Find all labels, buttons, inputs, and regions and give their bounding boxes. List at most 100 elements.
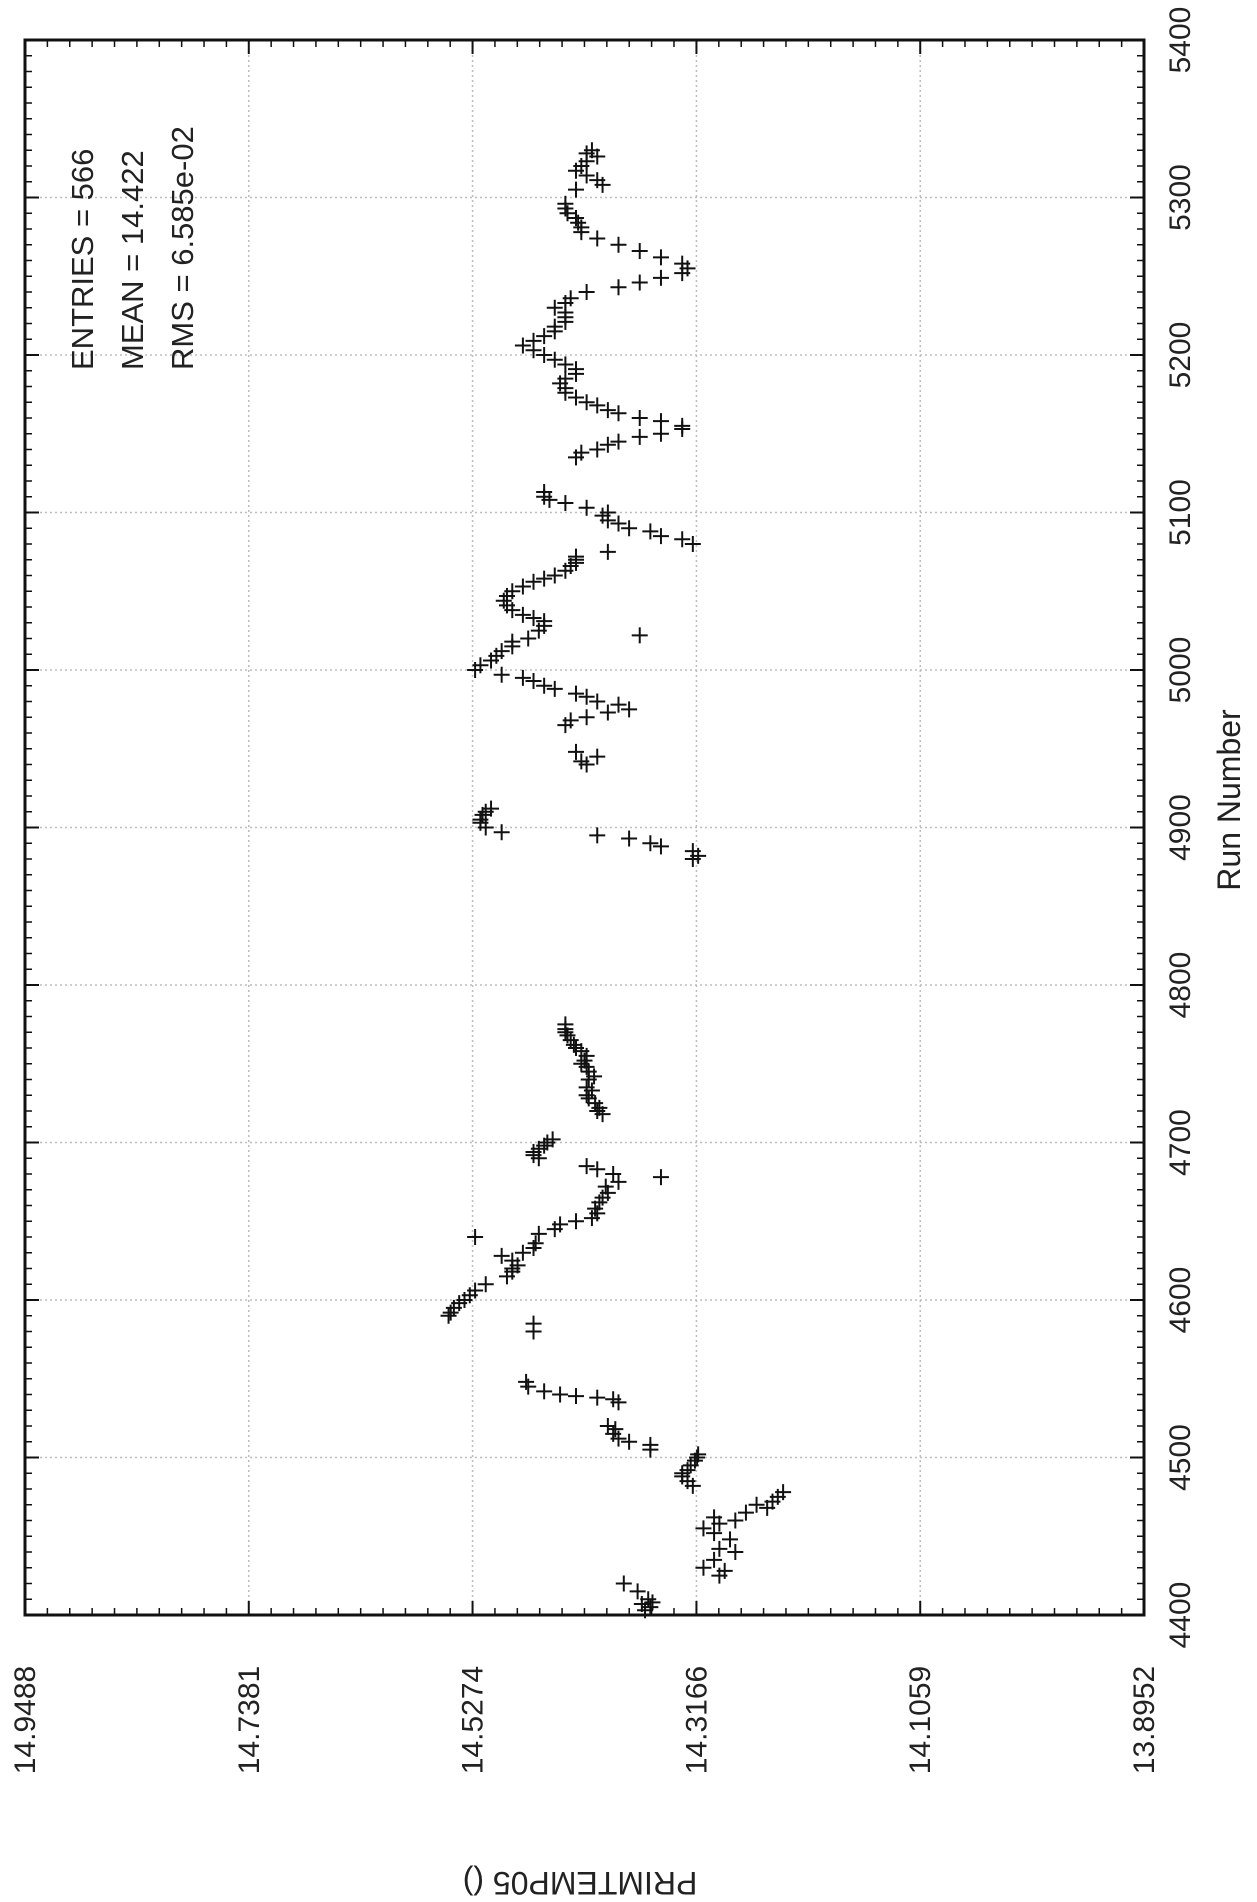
data-point: [557, 495, 574, 512]
data-point: [695, 1520, 712, 1537]
data-point: [578, 688, 595, 705]
x-tick-label: 4400: [1164, 1582, 1197, 1649]
data-point: [652, 249, 669, 266]
data-point: [546, 567, 563, 584]
data-point: [477, 1276, 494, 1293]
data-point: [652, 1169, 669, 1186]
data-point: [621, 701, 638, 718]
grid: [25, 40, 1144, 1615]
data-point: [514, 669, 531, 686]
data-point: [525, 610, 542, 627]
x-tick-label: 5400: [1164, 7, 1197, 74]
data-point: [631, 627, 648, 644]
data-point: [467, 1282, 484, 1299]
data-point: [589, 827, 606, 844]
data-point: [589, 748, 606, 765]
x-tick-label: 5200: [1164, 322, 1197, 389]
data-point: [610, 405, 627, 422]
stats-box: ENTRIES = 566 MEAN = 14.422 RMS = 6.585e…: [65, 126, 200, 370]
data-point: [568, 209, 585, 226]
data-point: [525, 573, 542, 590]
data-point: [536, 1383, 553, 1400]
data-point: [530, 1225, 547, 1242]
data-point: [568, 1213, 585, 1230]
data-point: [599, 402, 616, 419]
data-point: [642, 1436, 659, 1453]
data-point: [578, 709, 595, 726]
data-point: [557, 1016, 574, 1033]
data-point: [652, 269, 669, 286]
data-point: [546, 680, 563, 697]
data-point: [514, 1244, 531, 1261]
data-point: [631, 274, 648, 291]
data-point: [568, 361, 585, 378]
data-point: [599, 543, 616, 560]
data-point: [562, 712, 579, 729]
data-point: [607, 1421, 624, 1438]
x-axis-title: Run Number: [1211, 709, 1247, 891]
data-point: [631, 410, 648, 426]
data-point: [573, 753, 590, 770]
data-point: [690, 1446, 707, 1463]
data-point: [589, 1389, 606, 1406]
data-point: [621, 520, 638, 537]
data-point: [695, 1559, 712, 1576]
data-point: [536, 677, 553, 694]
data-point: [525, 1315, 542, 1332]
data-point: [642, 523, 659, 540]
data-point: [568, 685, 585, 702]
data-point: [599, 1418, 616, 1434]
data-point: [706, 1551, 723, 1568]
data-point: [525, 673, 542, 690]
data-point: [568, 181, 585, 198]
data-point: [589, 1161, 606, 1178]
data-point: [467, 1229, 484, 1245]
data-point: [706, 1525, 723, 1542]
data-point: [493, 1247, 510, 1264]
x-tick-label: 4600: [1164, 1267, 1197, 1334]
data-point: [610, 515, 627, 532]
data-point: [557, 370, 574, 387]
data-point: [722, 1531, 739, 1548]
data-point: [599, 504, 616, 521]
data-point: [727, 1544, 744, 1560]
data-point: [583, 142, 600, 159]
data-points: [440, 142, 792, 1619]
data-point: [706, 1509, 723, 1526]
data-point: [610, 433, 627, 450]
data-point: [536, 613, 553, 630]
data-point: [610, 279, 627, 296]
x-tick-label: 4800: [1164, 952, 1197, 1019]
data-point: [631, 428, 648, 445]
data-point: [737, 1504, 754, 1521]
data-point: [674, 531, 691, 548]
data-point: [684, 536, 701, 552]
data-point: [589, 1103, 606, 1119]
data-point: [493, 824, 510, 841]
data-point: [557, 356, 574, 373]
data-point: [552, 1216, 569, 1233]
data-point: [536, 1137, 553, 1154]
y-tick-label: 14.7381: [233, 1666, 266, 1774]
data-point: [652, 838, 669, 855]
data-point: [652, 413, 669, 430]
data-point: [711, 1540, 728, 1557]
data-point: [578, 167, 595, 184]
data-point: [716, 1562, 733, 1579]
data-point: [552, 1386, 569, 1403]
data-point: [580, 1090, 597, 1107]
data-point: [597, 1178, 614, 1195]
data-point: [621, 830, 638, 847]
x-tick-label: 4500: [1164, 1424, 1197, 1491]
data-point: [573, 444, 590, 461]
data-point: [674, 417, 691, 434]
data-point: [504, 583, 521, 600]
data-point: [520, 630, 537, 647]
data-point: [568, 389, 585, 406]
data-point: [518, 1373, 535, 1390]
data-point: [546, 299, 563, 316]
data-point: [642, 835, 659, 852]
x-tick-label: 4700: [1164, 1109, 1197, 1176]
